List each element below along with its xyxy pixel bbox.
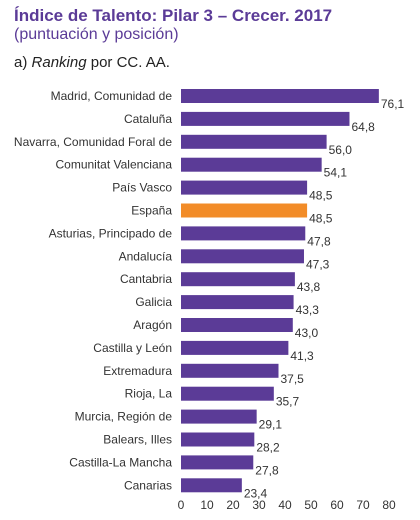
- x-tick-label: 10: [200, 498, 214, 512]
- bar: [181, 295, 294, 310]
- category-label: Castilla-La Mancha: [69, 455, 172, 469]
- category-label: Murcia, Región de: [75, 410, 173, 424]
- value-label: 29,1: [259, 418, 283, 432]
- value-label: 47,8: [307, 234, 331, 248]
- category-label: Asturias, Principado de: [49, 226, 173, 240]
- category-label: País Vasco: [112, 181, 172, 195]
- category-label: España: [131, 204, 172, 218]
- bar: [181, 432, 255, 447]
- panel-suffix: por CC. AA.: [86, 54, 170, 71]
- bar: [181, 318, 293, 332]
- category-label: Balears, Illes: [103, 433, 172, 447]
- panel-prefix: a): [14, 54, 32, 71]
- value-label: 54,1: [324, 166, 348, 180]
- bar: [181, 226, 306, 241]
- bar: [181, 111, 350, 126]
- x-tick-label: 80: [382, 498, 396, 512]
- value-label: 37,5: [281, 372, 305, 386]
- bar: [181, 478, 242, 493]
- x-tick-label: 40: [278, 498, 292, 512]
- bar: [181, 340, 289, 355]
- bar: [181, 409, 257, 424]
- x-tick-label: 20: [226, 498, 240, 512]
- value-label: 47,3: [306, 257, 330, 271]
- value-label: 76,1: [381, 97, 405, 111]
- category-label: Aragón: [133, 318, 172, 332]
- bar: [181, 249, 304, 264]
- x-tick-label: 30: [252, 498, 266, 512]
- value-label: 48,5: [309, 212, 333, 226]
- x-tick-label: 70: [356, 498, 370, 512]
- category-label: Extremadura: [103, 364, 172, 378]
- value-label: 27,8: [255, 463, 279, 477]
- bar: [181, 455, 254, 470]
- category-label: Navarra, Comunidad Foral de: [14, 135, 172, 149]
- value-label: 64,8: [351, 120, 375, 134]
- x-tick-label: 60: [330, 498, 344, 512]
- category-label: Comunitat Valenciana: [55, 158, 172, 172]
- bar: [181, 157, 322, 172]
- chart-title: Índice de Talento: Pilar 3 – Crecer. 201…: [14, 6, 333, 25]
- category-label: Canarias: [124, 478, 172, 492]
- value-label: 43,0: [295, 326, 319, 340]
- panel-italic: Ranking: [31, 54, 87, 71]
- value-label: 43,8: [297, 280, 321, 294]
- bar: [181, 386, 274, 401]
- bar: [181, 272, 295, 287]
- value-label: 48,5: [309, 189, 333, 203]
- bar-highlight: [181, 203, 308, 218]
- bar: [181, 180, 308, 195]
- value-label: 43,3: [296, 303, 320, 317]
- bar: [181, 363, 279, 378]
- category-label: Cataluña: [124, 112, 172, 126]
- value-label: 56,0: [329, 143, 353, 157]
- bar: [181, 89, 379, 103]
- x-tick-label: 50: [304, 498, 318, 512]
- value-label: 41,3: [290, 349, 314, 363]
- value-label: 28,2: [256, 441, 280, 455]
- category-label: Cantabria: [120, 272, 172, 286]
- category-label: Galicia: [135, 295, 172, 309]
- category-label: Andalucía: [119, 249, 173, 263]
- bar: [181, 134, 327, 149]
- value-label: 23,4: [244, 486, 268, 500]
- panel-label: a) Ranking por CC. AA.: [14, 54, 170, 72]
- category-label: Castilla y León: [93, 341, 172, 355]
- category-label: Madrid, Comunidad de: [51, 89, 173, 103]
- x-tick-label: 0: [178, 498, 185, 512]
- value-label: 35,7: [276, 395, 300, 409]
- category-label: Rioja, La: [125, 387, 173, 401]
- chart-subtitle: (puntuación y posición): [14, 26, 179, 43]
